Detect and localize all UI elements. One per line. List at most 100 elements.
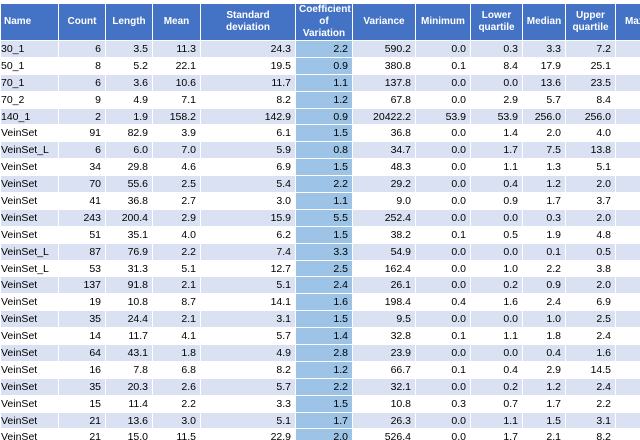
header-cell: Count — [58, 3, 106, 41]
value-cell: 5.7 — [200, 327, 296, 346]
value-cell: 526.4 — [352, 428, 416, 440]
value-cell: 3.6 — [105, 73, 153, 92]
name-cell: VeinSet — [0, 276, 59, 295]
value-cell: 3.3 — [295, 242, 353, 261]
clipped-cell — [615, 327, 640, 346]
header-cell: Upper quartile — [565, 3, 616, 41]
header-cell: Name — [0, 3, 59, 41]
value-cell: 2 — [58, 107, 106, 126]
value-cell: 1.2 — [295, 360, 353, 379]
value-cell: 1.5 — [522, 411, 566, 430]
value-cell: 4.9 — [105, 90, 153, 109]
name-cell: VeinSet — [0, 158, 59, 177]
value-cell: 2.5 — [152, 175, 201, 194]
value-cell: 6 — [58, 141, 106, 160]
value-cell: 590.2 — [352, 40, 416, 58]
value-cell: 1.2 — [522, 175, 566, 194]
value-cell: 7.1 — [152, 90, 201, 109]
clipped-cell — [615, 175, 640, 194]
value-cell: 0.0 — [415, 73, 471, 92]
value-cell: 8.4 — [565, 90, 616, 109]
value-cell: 5.1 — [152, 259, 201, 278]
value-cell: 1.5 — [295, 158, 353, 177]
value-cell: 6.9 — [200, 158, 296, 177]
value-cell: 6.1 — [200, 124, 296, 143]
value-cell: 1.1 — [470, 411, 523, 430]
value-cell: 5.7 — [522, 90, 566, 109]
name-cell: VeinSet — [0, 208, 59, 227]
table-row: VeinSet 51 35.1 4.0 6.2 1.5 38.2 0.1 0.5 1.9 4.8 — [0, 225, 640, 244]
value-cell: 0.0 — [415, 259, 471, 278]
value-cell: 0.5 — [565, 242, 616, 261]
value-cell: 1.6 — [295, 293, 353, 312]
clipped-cell — [615, 40, 640, 58]
value-cell: 7.4 — [200, 242, 296, 261]
table-row: VeinSet 35 24.4 2.1 3.1 1.5 9.5 0.0 0.0 1.0 2.5 — [0, 310, 640, 329]
value-cell: 8.2 — [565, 428, 616, 440]
value-cell: 1.0 — [522, 310, 566, 329]
value-cell: 0.2 — [470, 276, 523, 295]
clipped-cell — [615, 141, 640, 160]
value-cell: 3.7 — [565, 192, 616, 210]
value-cell: 1.5 — [295, 124, 353, 143]
value-cell: 2.8 — [295, 344, 353, 362]
table-row: VeinSet_L 87 76.9 2.2 7.4 3.3 54.9 0.0 0.0 0.1 0.5 — [0, 242, 640, 261]
value-cell: 198.4 — [352, 293, 416, 312]
clipped-cell — [615, 158, 640, 177]
value-cell: 36.8 — [105, 192, 153, 210]
value-cell: 243 — [58, 208, 106, 227]
value-cell: 380.8 — [352, 56, 416, 75]
name-cell: VeinSet_L — [0, 242, 59, 261]
clipped-cell — [615, 107, 640, 126]
value-cell: 142.9 — [200, 107, 296, 126]
value-cell: 1.6 — [470, 293, 523, 312]
value-cell: 5.1 — [200, 411, 296, 430]
value-cell: 55.6 — [105, 175, 153, 194]
value-cell: 2.0 — [522, 124, 566, 143]
value-cell: 0.1 — [415, 225, 471, 244]
value-cell: 1.2 — [295, 90, 353, 109]
value-cell: 0.0 — [415, 141, 471, 160]
value-cell: 0.3 — [470, 40, 523, 58]
value-cell: 0.9 — [522, 276, 566, 295]
value-cell: 41 — [58, 192, 106, 210]
value-cell: 53 — [58, 259, 106, 278]
value-cell: 0.0 — [415, 310, 471, 329]
value-cell: 6.2 — [200, 225, 296, 244]
value-cell: 66.7 — [352, 360, 416, 379]
value-cell: 3.5 — [105, 40, 153, 58]
value-cell: 162.4 — [352, 259, 416, 278]
table-row: 70_2 9 4.9 7.1 8.2 1.2 67.8 0.0 2.9 5.7 8.4 — [0, 90, 640, 109]
value-cell: 158.2 — [152, 107, 201, 126]
value-cell: 3.0 — [200, 192, 296, 210]
value-cell: 2.5 — [295, 259, 353, 278]
value-cell: 35 — [58, 310, 106, 329]
value-cell: 2.9 — [152, 208, 201, 227]
value-cell: 3.0 — [152, 411, 201, 430]
value-cell: 2.1 — [152, 276, 201, 295]
value-cell: 11.4 — [105, 394, 153, 413]
value-cell: 5.2 — [105, 56, 153, 75]
value-cell: 3.8 — [565, 259, 616, 278]
value-cell: 1.9 — [522, 225, 566, 244]
value-cell: 1.7 — [470, 141, 523, 160]
header-cell: Length — [105, 3, 153, 41]
clipped-cell — [615, 293, 640, 312]
value-cell: 2.2 — [152, 242, 201, 261]
value-cell: 1.0 — [470, 259, 523, 278]
name-cell: VeinSet — [0, 293, 59, 312]
value-cell: 14.5 — [565, 360, 616, 379]
value-cell: 29.2 — [352, 175, 416, 194]
value-cell: 0.0 — [470, 344, 523, 362]
value-cell: 3.1 — [565, 411, 616, 430]
value-cell: 17.9 — [522, 56, 566, 75]
value-cell: 7.5 — [522, 141, 566, 160]
value-cell: 13.6 — [522, 73, 566, 92]
value-cell: 0.9 — [295, 107, 353, 126]
value-cell: 1.7 — [522, 394, 566, 413]
value-cell: 0.4 — [415, 293, 471, 312]
value-cell: 2.7 — [152, 192, 201, 210]
value-cell: 24.3 — [200, 40, 296, 58]
value-cell: 137 — [58, 276, 106, 295]
